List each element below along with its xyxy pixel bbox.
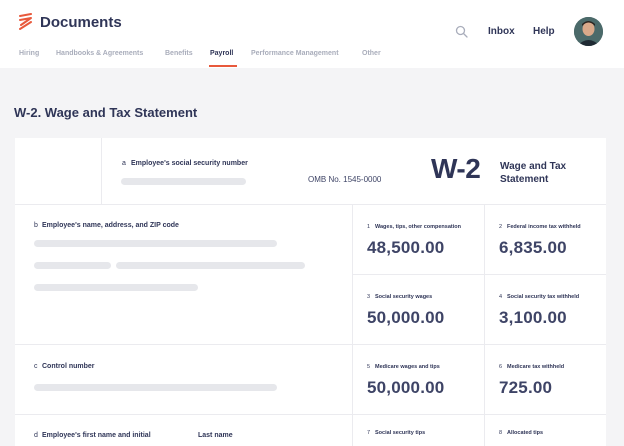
box-6-value: 725.00 (499, 378, 553, 397)
form-name-line1: Wage and Tax (500, 161, 567, 172)
w2-form: a Employee's social security number OMB … (15, 138, 606, 446)
tab-benefits[interactable]: Benefits (165, 50, 193, 57)
employee-name-field[interactable] (34, 240, 277, 247)
box-7-cell[interactable]: 7 Social security tips (353, 415, 485, 446)
form-corner-cell (15, 138, 102, 205)
box-6-label: Medicare tax withheld (507, 364, 565, 370)
employee-address-letter: b (34, 222, 38, 229)
control-number-letter: c (34, 363, 38, 370)
help-link[interactable]: Help (533, 26, 555, 37)
control-number-label: Control number (42, 363, 95, 370)
box-1-cell[interactable]: 1 Wages, tips, other compensation 48,500… (353, 205, 485, 275)
box-1-number: 1 (367, 224, 371, 230)
page-title: W-2. Wage and Tax Statement (14, 105, 198, 120)
form-name: Wage and Tax Statement (500, 160, 566, 186)
box-3-number: 3 (367, 294, 371, 300)
inbox-link[interactable]: Inbox (488, 26, 515, 37)
first-name-label: Employee's first name and initial (42, 432, 151, 439)
control-number-cell: c Control number (15, 345, 353, 415)
box-2-value: 6,835.00 (499, 238, 567, 257)
box-7-number: 7 (367, 430, 371, 436)
box-6-number: 6 (499, 364, 503, 370)
form-code: W-2 (431, 153, 481, 184)
box-6-cell[interactable]: 6 Medicare tax withheld 725.00 (485, 345, 606, 415)
box-2-number: 2 (499, 224, 503, 230)
employee-address-label: Employee's name, address, and ZIP code (42, 222, 179, 229)
box-1-value: 48,500.00 (367, 238, 445, 257)
app-title: Documents (40, 14, 122, 31)
omb-number: OMB No. 1545-0000 (308, 175, 382, 184)
ssn-letter: a (122, 160, 126, 167)
box-5-number: 5 (367, 364, 371, 370)
tab-payroll[interactable]: Payroll (210, 50, 234, 57)
employee-address-field-2[interactable] (116, 262, 305, 269)
ssn-header-cell: a Employee's social security number OMB … (102, 138, 606, 205)
search-icon[interactable] (455, 25, 468, 38)
box-3-value: 50,000.00 (367, 308, 445, 327)
employee-address-field-1[interactable] (34, 262, 111, 269)
box-4-cell[interactable]: 4 Social security tax withheld 3,100.00 (485, 275, 606, 345)
employee-address-cell: b Employee's name, address, and ZIP code (15, 205, 353, 345)
box-8-number: 8 (499, 430, 503, 436)
box-2-label: Federal income tax withheld (507, 224, 581, 230)
top-bar: Documents Inbox Help Hiring Handbooks & … (0, 0, 624, 68)
box-5-value: 50,000.00 (367, 378, 445, 397)
employee-zip-field[interactable] (34, 284, 198, 291)
avatar-person-icon (574, 17, 603, 46)
tab-other[interactable]: Other (362, 50, 381, 57)
avatar[interactable] (574, 17, 603, 46)
active-tab-indicator (209, 65, 237, 67)
first-name-letter: d (34, 432, 38, 439)
form-name-line2: Statement (500, 174, 549, 185)
tab-performance-management[interactable]: Performance Management (251, 50, 339, 57)
ssn-label: Employee's social security number (131, 160, 248, 167)
box-4-value: 3,100.00 (499, 308, 567, 327)
box-4-number: 4 (499, 294, 503, 300)
tab-hiring[interactable]: Hiring (19, 50, 40, 57)
box-2-cell[interactable]: 2 Federal income tax withheld 6,835.00 (485, 205, 606, 275)
last-name-label: Last name (198, 432, 233, 439)
box-3-label: Social security wages (375, 294, 433, 300)
box-8-label: Allocated tips (507, 430, 544, 436)
box-5-label: Medicare wages and tips (375, 364, 440, 370)
control-number-field[interactable] (34, 384, 277, 391)
app-logo-icon (19, 13, 32, 30)
box-7-label: Social security tips (375, 430, 426, 436)
box-5-cell[interactable]: 5 Medicare wages and tips 50,000.00 (353, 345, 485, 415)
box-3-cell[interactable]: 3 Social security wages 50,000.00 (353, 275, 485, 345)
box-8-cell[interactable]: 8 Allocated tips (485, 415, 606, 446)
ssn-field[interactable] (121, 178, 246, 185)
tab-handbooks-agreements[interactable]: Handbooks & Agreements (56, 50, 144, 57)
box-1-label: Wages, tips, other compensation (375, 224, 461, 230)
employee-first-name-cell: d Employee's first name and initial Last… (15, 415, 353, 446)
box-4-label: Social security tax withheld (507, 294, 580, 300)
